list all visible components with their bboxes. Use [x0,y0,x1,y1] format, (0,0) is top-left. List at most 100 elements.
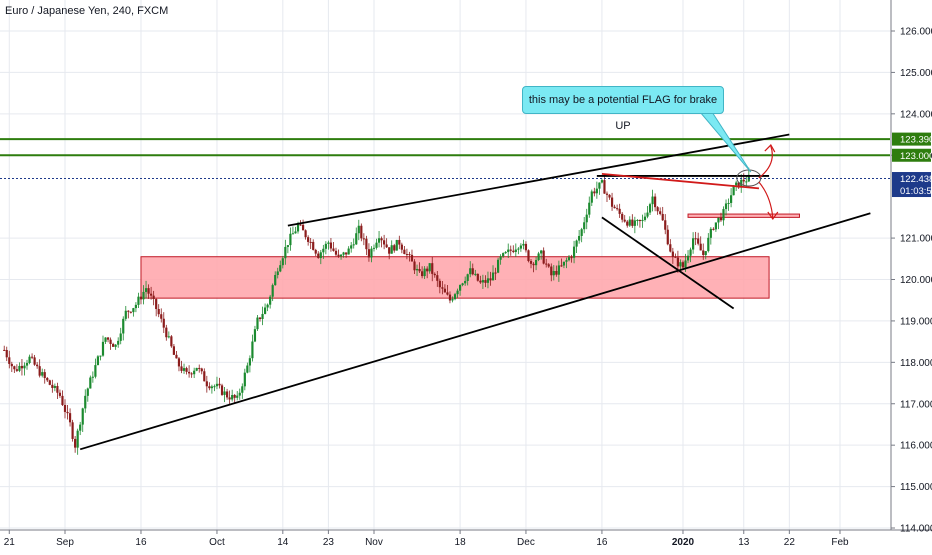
candle-body [476,273,479,281]
candle-body [385,244,388,248]
candle-body [96,356,100,366]
candle-body [46,378,49,381]
candle-body [616,208,619,210]
candle-body [555,270,558,275]
trendline [287,133,790,227]
candle-body [694,238,697,240]
candle-body [203,371,206,382]
candle-body [636,219,639,221]
candle-body [324,243,327,249]
current-price-label-bg [892,172,931,198]
candle-body [360,225,363,239]
candle-body [610,197,614,207]
candle-body [413,261,416,271]
candle-body [355,233,358,245]
candle-body [350,245,353,249]
candle-body [664,220,667,230]
candle-body [659,211,662,214]
candle-body [580,229,583,236]
trendline [79,212,871,451]
candle-body [456,290,459,295]
candle-body [697,238,700,244]
trendline [601,216,735,310]
candle-body [28,356,31,363]
candle-body [671,251,674,257]
candle-body [593,191,596,194]
trendlines [0,111,890,451]
candle-body [266,304,269,308]
candle-body [319,252,322,259]
candle-body [342,252,345,255]
candle-body [322,248,325,253]
x-tick-label: 16 [135,537,147,548]
candle-body [127,310,130,312]
candle-body [585,214,588,223]
candle-body [679,262,682,267]
candle-body [638,219,642,222]
candle-body [190,373,193,375]
candle-body [529,261,533,264]
candle-body [729,195,733,203]
candle-body [403,249,406,255]
candle-body [704,251,707,256]
candle-body [431,263,434,274]
y-tick-label: 114.000 [900,524,932,535]
candle-body [499,256,502,260]
candle-body [112,343,115,347]
candle-body [390,245,393,254]
candle-body [613,206,616,209]
candle-body [91,376,94,378]
candle-body [446,292,449,295]
x-tick-label: 13 [738,537,750,548]
candle-body [433,273,436,276]
candle-body [251,341,254,359]
candle-body [246,365,249,373]
candle-body [188,371,191,374]
candle-body [590,191,593,203]
candle-body [724,203,728,210]
candle-body [231,395,234,400]
candle-body [10,363,13,367]
x-tick-label: 21 [4,537,16,548]
candle-body [572,246,576,258]
level-price-label: 123.390 [900,135,932,146]
candle-body [686,255,690,261]
candle-body [170,336,173,347]
candle-body [732,185,735,196]
candle-body [514,249,517,252]
candle-body [160,314,163,319]
candle-body [23,365,26,369]
candle-body [502,253,505,257]
candle-body [674,256,677,258]
candle-body [182,368,186,371]
candle-body [423,268,426,277]
candle-body [248,358,251,366]
candle-body [205,381,208,387]
candle-body [312,241,315,250]
x-tick-label: Nov [365,537,383,548]
candle-body [712,228,715,230]
candle-body [200,368,203,372]
candle-body [36,364,39,367]
candle-body [415,268,419,271]
candle-body [453,294,457,300]
candle-body [256,317,259,330]
candle-body [94,365,97,377]
candle-body [99,355,102,357]
x-tick-label: 23 [323,537,335,548]
x-tick-label: 22 [784,537,796,548]
candle-body [25,362,29,366]
zone-rect [687,213,800,218]
candle-body [737,182,740,188]
candle-body [491,272,495,281]
candle-body [294,231,297,234]
candle-body [562,261,566,266]
annotation-callout[interactable]: this may be a potential FLAG for brake U… [522,86,724,132]
candle-body [565,260,568,262]
candle-body [124,310,127,319]
candle-body [74,438,77,448]
candle-body [393,245,396,251]
candle-body [681,262,685,268]
